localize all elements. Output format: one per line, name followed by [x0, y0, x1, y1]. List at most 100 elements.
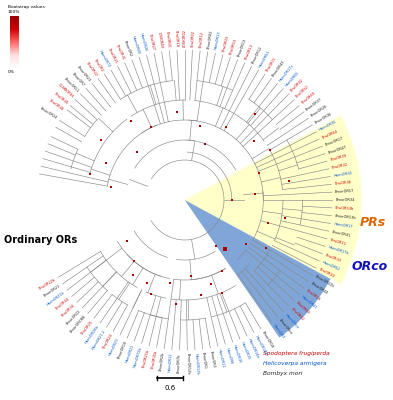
Text: SfruOR63: SfruOR63 [295, 301, 310, 315]
Text: BmorOR41: BmorOR41 [332, 230, 351, 238]
Text: BmorOR47: BmorOR47 [327, 145, 347, 154]
Text: SfruOR19: SfruOR19 [174, 30, 179, 47]
Text: SfruOR22b: SfruOR22b [38, 277, 57, 290]
Text: BmorOR43: BmorOR43 [272, 59, 286, 77]
Text: HarmOR13b: HarmOR13b [193, 353, 199, 375]
Text: SfruOR2: SfruOR2 [93, 58, 105, 73]
Text: HarmOR17: HarmOR17 [333, 222, 353, 229]
Text: Bombyx mori: Bombyx mori [263, 372, 303, 376]
Text: SfruOR27: SfruOR27 [148, 33, 155, 50]
Text: BmorOR13: BmorOR13 [237, 38, 248, 58]
Text: BmorOROR8: BmorOROR8 [70, 314, 88, 334]
Text: SfruOR13: SfruOR13 [244, 44, 255, 61]
Text: BmorOR18: BmorOR18 [261, 330, 274, 349]
Text: SfruOR22: SfruOR22 [84, 61, 98, 77]
Text: ORco: ORco [352, 260, 388, 272]
Text: BmorOR37: BmorOR37 [305, 97, 323, 112]
Text: BmorOR44: BmorOR44 [310, 282, 328, 296]
Text: HarmOR17b: HarmOR17b [327, 246, 349, 256]
Text: HarmOR28b: HarmOR28b [84, 324, 100, 344]
Text: Ordinary ORs: Ordinary ORs [4, 235, 77, 245]
Text: SfruOR34: SfruOR34 [61, 303, 76, 318]
Text: HarmOR17x: HarmOR17x [278, 63, 295, 82]
Text: HarmOR16: HarmOR16 [232, 344, 242, 364]
Text: SfruOR01: SfruOR01 [165, 30, 171, 48]
Wedge shape [185, 116, 362, 284]
Text: BmorOR34: BmorOR34 [335, 198, 354, 202]
Text: BmorOR13b: BmorOR13b [334, 214, 356, 220]
Text: SfruOR53: SfruOR53 [230, 38, 239, 55]
Text: LDSfOR02: LDSfOR02 [183, 29, 187, 47]
Text: CISfOR48: CISfOR48 [156, 32, 163, 49]
Text: HarmOR53: HarmOR53 [258, 50, 272, 68]
Text: 0.6: 0.6 [164, 385, 176, 391]
Text: SfruOR24: SfruOR24 [102, 333, 114, 350]
Text: SfruOR21b: SfruOR21b [142, 348, 150, 368]
Text: SfruOR44: SfruOR44 [55, 297, 71, 311]
Text: SfruOR03: SfruOR03 [222, 35, 230, 52]
Text: BmorOR36: BmorOR36 [314, 112, 333, 125]
Text: BmorOR02: BmorOR02 [206, 29, 213, 49]
Text: SfruOR71: SfruOR71 [265, 56, 277, 73]
Text: SfruOR52: SfruOR52 [295, 85, 310, 99]
Text: BmorOR2: BmorOR2 [123, 40, 132, 58]
Text: BmorOR7b: BmorOR7b [177, 353, 182, 372]
Text: BmorOR1: BmorOR1 [201, 352, 207, 369]
Text: HarmOR28: HarmOR28 [130, 35, 140, 55]
Text: HarmOR35: HarmOR35 [318, 120, 337, 132]
Text: HarmOR13: HarmOR13 [214, 31, 222, 50]
Text: BmorOR2b: BmorOR2b [159, 352, 166, 371]
Text: HarmOR41: HarmOR41 [300, 295, 318, 310]
Text: SfruOR12: SfruOR12 [198, 30, 204, 48]
Text: SfruOR21: SfruOR21 [107, 48, 118, 64]
Text: HarmOR21.2: HarmOR21.2 [91, 329, 107, 350]
Text: BmorOR3: BmorOR3 [209, 350, 216, 368]
Text: SfruOR43: SfruOR43 [318, 268, 335, 279]
Text: SfruOR33: SfruOR33 [325, 253, 342, 263]
Text: BmorOR17: BmorOR17 [325, 136, 344, 147]
Text: SfruOR25: SfruOR25 [80, 320, 94, 335]
Text: HarmOR21b: HarmOR21b [46, 291, 66, 307]
Text: HarmOR11: HarmOR11 [217, 349, 225, 369]
Text: SfruOR31b: SfruOR31b [151, 350, 158, 370]
Text: PRs: PRs [360, 216, 386, 228]
Text: Spodoptera frugiperda: Spodoptera frugiperda [263, 352, 330, 356]
Text: SfruOR02: SfruOR02 [191, 30, 195, 47]
Text: BmorOR19: BmorOR19 [116, 340, 128, 360]
Text: BmorOR12: BmorOR12 [251, 45, 264, 64]
Text: BmorOR24: BmorOR24 [40, 107, 58, 120]
Text: SfruOR69: SfruOR69 [300, 91, 316, 105]
Text: SfruOR64: SfruOR64 [321, 129, 338, 140]
Text: HarmOR32: HarmOR32 [333, 171, 353, 178]
Text: CLSfBOP46: CLSfBOP46 [57, 83, 74, 99]
Text: SfruOR39: SfruOR39 [330, 154, 347, 162]
Text: BmorORco: BmorORco [278, 318, 293, 335]
Text: SfruOR38: SfruOR38 [334, 180, 351, 186]
Text: SfruOR11: SfruOR11 [330, 238, 347, 246]
Text: BmorOR23: BmorOR23 [76, 65, 92, 82]
Text: HarmOR12: HarmOR12 [168, 352, 174, 372]
Text: Bootstrap values
100%: Bootstrap values 100% [8, 5, 45, 14]
Text: HarmOR14b: HarmOR14b [253, 334, 267, 356]
Text: HarmOR3: HarmOR3 [272, 323, 285, 339]
Text: HarmOR23: HarmOR23 [108, 337, 121, 356]
Text: HarmORco: HarmORco [284, 312, 300, 330]
Text: SfruOR45: SfruOR45 [53, 91, 69, 105]
Text: HarmOR21: HarmOR21 [125, 343, 135, 363]
Text: BmorOR12b: BmorOR12b [185, 353, 190, 375]
Text: BmorOR7: BmorOR7 [71, 72, 86, 88]
Text: SfruOR62: SfruOR62 [290, 307, 305, 322]
Text: SfruOR53b: SfruOR53b [335, 206, 354, 211]
Text: HarmOR14a: HarmOR14a [246, 338, 259, 359]
Text: HarmOR15: HarmOR15 [239, 341, 250, 361]
Text: SfruOR32: SfruOR32 [332, 163, 349, 170]
Text: BmorOR21: BmorOR21 [43, 284, 61, 298]
Text: BmorOR11: BmorOR11 [63, 76, 80, 93]
Text: SfruOR42: SfruOR42 [290, 78, 305, 93]
Text: SfruOR31: SfruOR31 [115, 44, 125, 61]
Text: HarmOR72: HarmOR72 [98, 50, 111, 68]
Text: SfruOR46: SfruOR46 [48, 98, 64, 112]
Text: HarmOR26: HarmOR26 [139, 33, 148, 52]
Text: 0%: 0% [8, 70, 15, 74]
Text: BmorOR22: BmorOR22 [65, 309, 82, 326]
